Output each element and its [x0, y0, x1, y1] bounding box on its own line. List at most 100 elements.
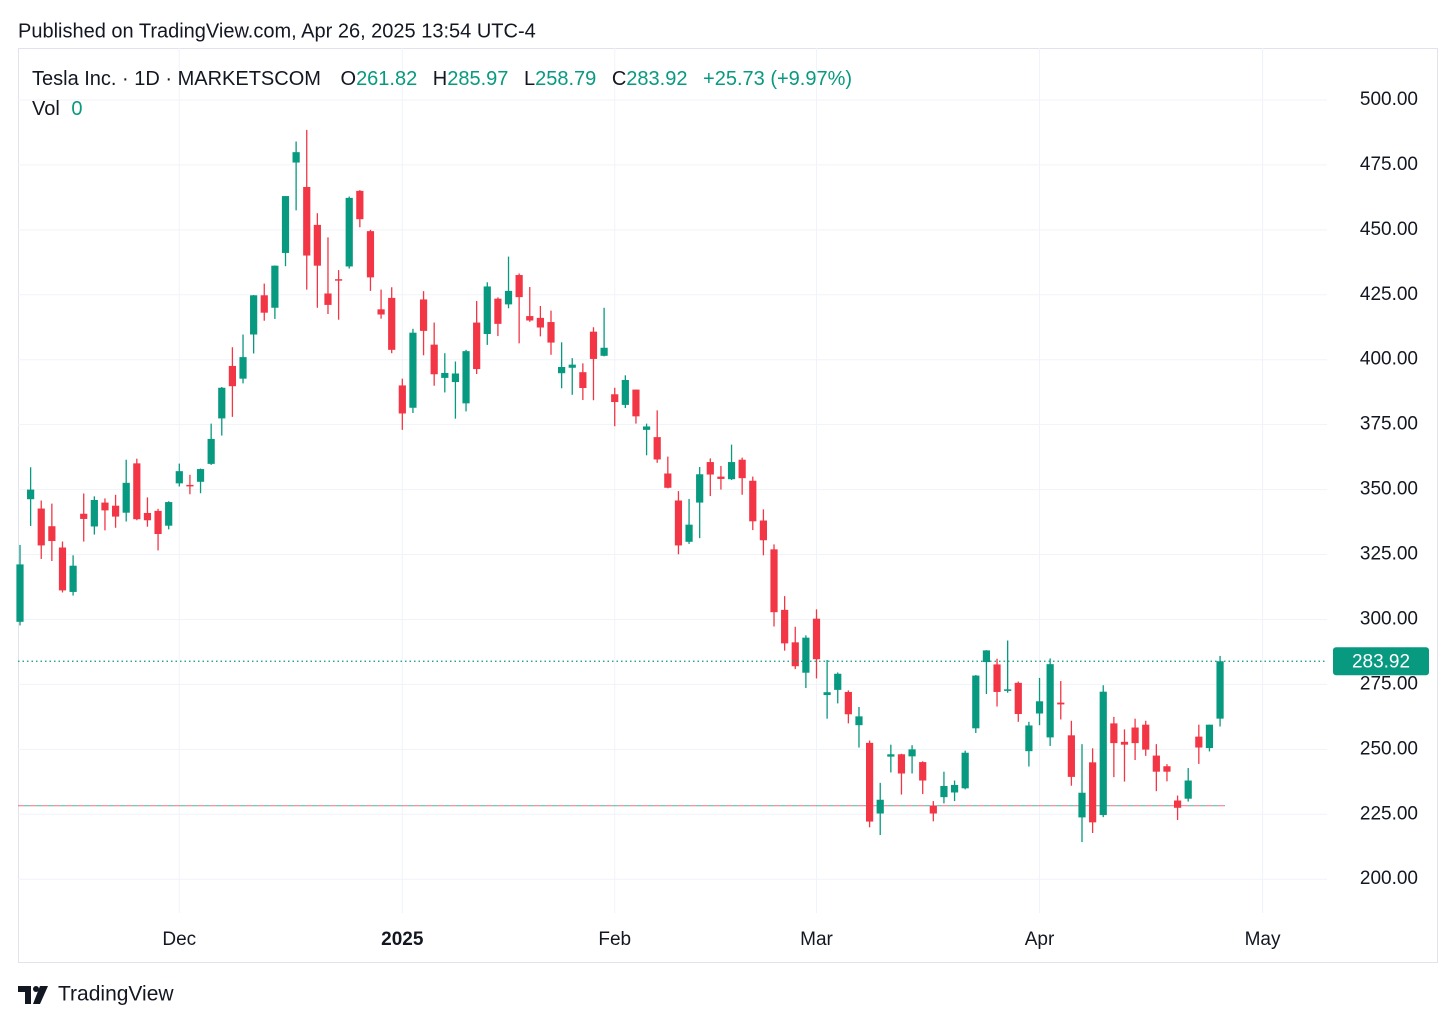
candle-body	[324, 293, 332, 305]
y-tick-label: 400.00	[1360, 349, 1418, 370]
last-price-badge	[1333, 647, 1429, 676]
candle-body	[897, 754, 906, 774]
brand-logo	[18, 986, 48, 1004]
y-tick-label: 200.00	[1360, 868, 1418, 889]
legend-open: 261.82	[356, 68, 417, 90]
legend-close: 283.92	[626, 68, 687, 90]
candle-body	[388, 297, 396, 350]
legend-h-label: H	[433, 68, 447, 90]
candle-body	[1099, 691, 1107, 816]
candle-body	[1078, 792, 1086, 818]
candle-body	[154, 510, 162, 535]
candle-body	[228, 365, 236, 387]
candle-body	[90, 499, 98, 527]
candle-body	[175, 471, 183, 484]
legend-high: 285.97	[447, 68, 508, 90]
candle-body	[1035, 701, 1044, 714]
candle-body	[770, 549, 778, 613]
candle-body	[802, 637, 810, 673]
candle-body	[664, 473, 672, 488]
candle-body	[16, 564, 24, 622]
candle-body	[483, 286, 491, 334]
candle-body	[27, 489, 35, 500]
y-tick-label: 450.00	[1360, 219, 1418, 240]
legend-title: Tesla Inc. · 1D · MARKETSCOM	[32, 68, 321, 90]
candle-body	[621, 379, 629, 405]
volume-legend: Vol 0	[32, 98, 83, 120]
candle-body	[409, 332, 417, 408]
candle-body	[430, 344, 438, 375]
candle-body	[58, 547, 67, 591]
y-tick-label: 300.00	[1360, 608, 1418, 629]
candle-body	[781, 609, 789, 644]
candle-body	[515, 275, 523, 298]
candle-body	[250, 295, 258, 335]
candle-body	[1131, 727, 1139, 744]
x-tick-label: Feb	[598, 929, 631, 950]
x-tick-label: Mar	[800, 929, 833, 950]
x-tick-label: Apr	[1025, 929, 1055, 950]
candle-body	[48, 526, 56, 542]
candle-body	[1057, 702, 1065, 705]
volume-label: Vol	[32, 98, 60, 120]
candle-body	[1120, 741, 1129, 745]
candle-body	[1163, 766, 1171, 772]
legend-o-label: O	[341, 68, 357, 90]
candle-body	[313, 224, 321, 266]
brand-name: TradingView	[58, 983, 174, 1006]
candle-body	[887, 754, 895, 757]
y-tick-label: 500.00	[1360, 89, 1418, 110]
candle-body	[133, 463, 141, 520]
candle-body	[335, 279, 343, 281]
y-tick-label: 375.00	[1360, 414, 1418, 435]
candle-body	[441, 372, 449, 378]
candle-body	[186, 484, 194, 487]
candle-body	[653, 437, 661, 460]
published-note: Published on TradingView.com, Apr 26, 20…	[18, 20, 536, 42]
candle-body	[727, 462, 736, 480]
candle-body	[876, 799, 884, 814]
candle-body	[80, 513, 88, 519]
candle-body	[738, 459, 746, 479]
legend-l-label: L	[524, 68, 535, 90]
candle-body	[536, 317, 544, 328]
candle-body	[1025, 725, 1033, 752]
candle-body	[1195, 736, 1203, 748]
candle-body	[547, 322, 555, 343]
chart-frame	[18, 48, 1438, 963]
candle-body	[749, 480, 757, 522]
candle-body	[111, 505, 120, 517]
candle-body	[196, 469, 205, 482]
last-price-label: 283.92	[1352, 651, 1410, 672]
candle-body	[419, 299, 428, 331]
candle-body	[600, 347, 608, 356]
volume-value: 0	[71, 98, 82, 120]
candle-body	[398, 385, 406, 414]
candles	[16, 129, 1327, 843]
candle-body	[961, 752, 969, 789]
candle-body	[1142, 724, 1150, 750]
candle-body	[1152, 755, 1160, 772]
candle-body	[1173, 800, 1182, 808]
candle-body	[494, 298, 502, 324]
candle-body	[844, 691, 852, 715]
candle-body	[685, 524, 693, 542]
candle-body	[940, 785, 948, 798]
candle-body	[908, 749, 916, 757]
candle-body	[568, 364, 576, 368]
x-tick-label: 2025	[381, 929, 424, 950]
candle-body	[1110, 723, 1118, 744]
candle-body	[37, 508, 45, 546]
candle-body	[292, 152, 300, 163]
legend-c-label: C	[612, 68, 626, 90]
candle-body	[462, 351, 470, 404]
candle-body	[260, 295, 268, 313]
y-tick-label: 325.00	[1360, 544, 1418, 565]
candle-body	[1014, 682, 1022, 715]
candle-body	[929, 805, 937, 814]
candle-body	[504, 290, 513, 305]
candle-body	[972, 675, 980, 729]
candle-body	[855, 716, 863, 726]
